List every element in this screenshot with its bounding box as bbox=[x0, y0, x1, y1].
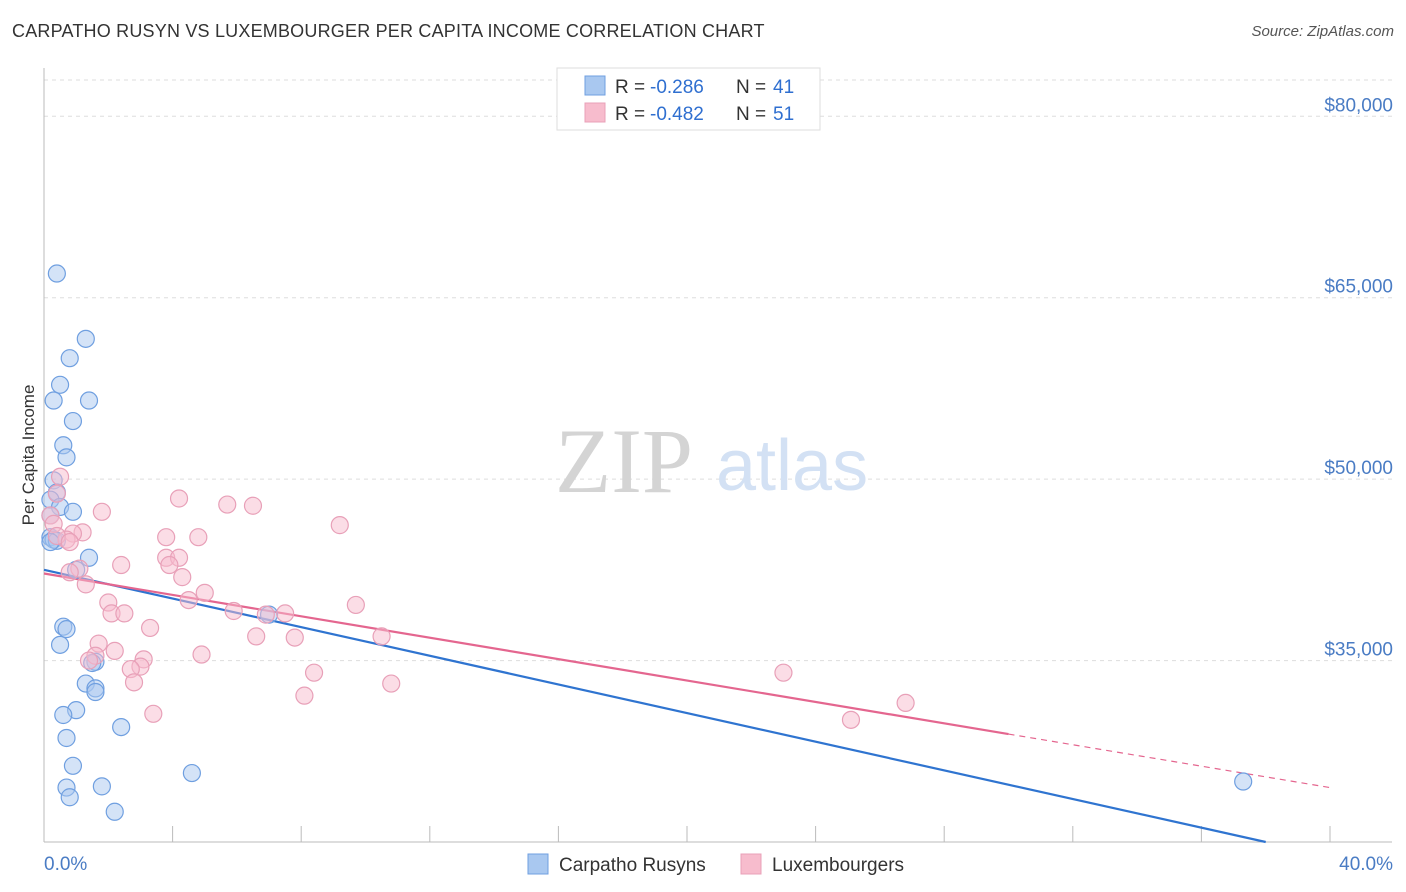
data-point-luxembourger bbox=[50, 467, 70, 486]
y-tick-label: $65,000 bbox=[1324, 277, 1393, 298]
data-point-luxembourger bbox=[774, 663, 793, 682]
watermark-zip: ZIP bbox=[555, 410, 693, 512]
data-point-carpatho-rusyn bbox=[182, 763, 201, 783]
chart-source: Source: ZipAtlas.com bbox=[1251, 23, 1394, 40]
data-point-carpatho-rusyn bbox=[63, 502, 83, 521]
legend-r-value-1: -0.286 bbox=[650, 77, 704, 98]
points-layer bbox=[41, 264, 1253, 821]
series-legend-label-2: Luxembourgers bbox=[772, 855, 904, 876]
y-tick-label: $50,000 bbox=[1324, 458, 1393, 479]
data-point-luxembourger bbox=[346, 595, 365, 615]
data-point-luxembourger bbox=[841, 710, 861, 729]
data-point-carpatho-rusyn bbox=[105, 802, 124, 821]
data-point-carpatho-rusyn bbox=[86, 682, 105, 702]
data-point-luxembourger bbox=[140, 618, 160, 638]
data-point-luxembourger bbox=[256, 605, 275, 624]
data-point-carpatho-rusyn bbox=[57, 620, 76, 639]
x-tick-label: 0.0% bbox=[44, 854, 87, 875]
data-point-carpatho-rusyn bbox=[44, 391, 63, 410]
data-point-luxembourger bbox=[247, 627, 266, 646]
series-legend-swatch-blue bbox=[527, 853, 549, 875]
data-point-luxembourger bbox=[189, 528, 208, 547]
data-point-luxembourger bbox=[124, 673, 144, 692]
data-point-luxembourger bbox=[372, 627, 391, 646]
data-point-luxembourger bbox=[173, 568, 192, 587]
data-point-carpatho-rusyn bbox=[47, 264, 66, 283]
data-point-luxembourger bbox=[382, 674, 401, 693]
legend-n-label-1: N = bbox=[736, 77, 766, 98]
data-point-luxembourger bbox=[304, 663, 324, 682]
chart-title: CARPATHO RUSYN VS LUXEMBOURGER PER CAPIT… bbox=[12, 21, 765, 41]
data-point-luxembourger bbox=[243, 496, 263, 515]
data-point-luxembourger bbox=[169, 489, 189, 508]
data-point-luxembourger bbox=[192, 645, 211, 664]
data-point-luxembourger bbox=[896, 693, 915, 713]
legend-r-label-2: R = bbox=[615, 104, 645, 125]
data-point-luxembourger bbox=[179, 590, 198, 610]
data-point-luxembourger bbox=[276, 604, 295, 623]
data-point-luxembourger bbox=[47, 484, 66, 503]
data-point-carpatho-rusyn bbox=[79, 391, 99, 410]
watermark: ZIP atlas bbox=[555, 410, 868, 512]
data-point-luxembourger bbox=[60, 563, 79, 582]
series-legend: Carpatho Rusyns Luxembourgers bbox=[527, 853, 904, 876]
data-point-luxembourger bbox=[115, 604, 134, 623]
watermark-atlas: atlas bbox=[716, 426, 868, 506]
data-point-carpatho-rusyn bbox=[60, 788, 79, 807]
data-point-luxembourger bbox=[295, 686, 314, 705]
data-point-luxembourger bbox=[218, 495, 237, 514]
legend-r-label-1: R = bbox=[615, 77, 645, 98]
data-point-luxembourger bbox=[195, 583, 214, 602]
series-legend-label-1: Carpatho Rusyns bbox=[559, 855, 706, 876]
y-axis-label: Per Capita Income bbox=[19, 385, 38, 526]
data-point-carpatho-rusyn bbox=[50, 635, 70, 654]
data-point-carpatho-rusyn bbox=[63, 411, 83, 431]
x-tick-label: 40.0% bbox=[1339, 854, 1393, 875]
legend-swatch-blue bbox=[584, 75, 606, 96]
y-tick-label: $80,000 bbox=[1324, 95, 1393, 116]
series-legend-swatch-pink bbox=[740, 853, 762, 875]
data-point-luxembourger bbox=[92, 502, 111, 521]
data-point-carpatho-rusyn bbox=[112, 717, 131, 737]
axis-layer: $35,000 $50,000 $65,000 $80,000 0.0% 40.0% bbox=[43, 68, 1393, 875]
legend-n-value-2: 51 bbox=[773, 104, 794, 125]
data-point-luxembourger bbox=[330, 516, 349, 535]
data-point-luxembourger bbox=[224, 601, 243, 621]
data-point-carpatho-rusyn bbox=[57, 448, 76, 467]
legend-n-value-1: 41 bbox=[773, 77, 794, 98]
data-point-luxembourger bbox=[79, 651, 99, 670]
data-point-luxembourger bbox=[285, 628, 304, 647]
data-point-luxembourger bbox=[76, 575, 95, 594]
y-tick-label: $35,000 bbox=[1324, 640, 1393, 661]
trendline-extension-luxembourgers bbox=[1008, 733, 1331, 789]
trendline-carpatho-rusyns bbox=[43, 568, 1266, 844]
data-point-carpatho-rusyn bbox=[92, 777, 111, 796]
legend-n-label-2: N = bbox=[736, 104, 766, 125]
data-point-luxembourger bbox=[144, 704, 163, 723]
stats-legend: R = -0.286 N = 41 R = -0.482 N = 51 bbox=[556, 67, 821, 131]
data-point-carpatho-rusyn bbox=[57, 728, 76, 748]
grid-layer bbox=[44, 79, 1392, 662]
data-point-carpatho-rusyn bbox=[54, 705, 73, 725]
data-point-luxembourger bbox=[112, 555, 131, 575]
data-point-luxembourger bbox=[60, 532, 79, 552]
data-point-carpatho-rusyn bbox=[63, 756, 83, 775]
data-point-luxembourger bbox=[105, 641, 124, 660]
data-point-carpatho-rusyn bbox=[76, 329, 95, 348]
data-point-carpatho-rusyn bbox=[60, 349, 79, 368]
data-point-luxembourger bbox=[160, 555, 179, 575]
legend-swatch-pink bbox=[584, 102, 606, 123]
legend-r-value-2: -0.482 bbox=[650, 104, 704, 125]
data-point-carpatho-rusyn bbox=[1234, 772, 1253, 791]
data-point-carpatho-rusyn bbox=[50, 375, 70, 394]
data-point-luxembourger bbox=[157, 528, 176, 547]
